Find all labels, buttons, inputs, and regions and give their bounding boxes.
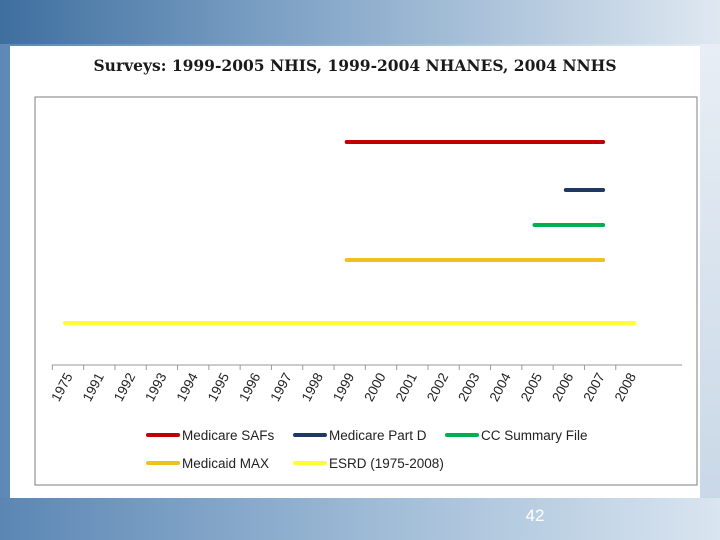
legend-label: Medicaid MAX — [182, 456, 269, 471]
legend-label: Medicare Part D — [329, 428, 427, 443]
x-tick-label: 2006 — [549, 370, 576, 404]
x-tick-label: 1997 — [267, 370, 294, 404]
x-tick-label: 2001 — [393, 370, 420, 404]
x-tick-label: 1998 — [299, 370, 326, 404]
x-tick-label: 1993 — [142, 370, 169, 404]
x-tick-label: 1995 — [205, 370, 232, 404]
x-tick-label: 1991 — [80, 370, 107, 404]
x-tick-label: 2003 — [455, 370, 482, 404]
x-tick-label: 1992 — [111, 370, 138, 404]
x-tick-label: 2002 — [424, 370, 451, 404]
legend-label: CC Summary File — [481, 428, 588, 443]
x-tick-label: 1994 — [173, 370, 201, 404]
x-tick-label: 2007 — [580, 370, 607, 404]
x-tick-label: 2008 — [612, 370, 639, 404]
x-tick-label: 1996 — [236, 370, 263, 404]
x-tick-label: 2004 — [486, 370, 514, 404]
legend-label: Medicare SAFs — [182, 428, 275, 443]
slide-top-band — [0, 0, 720, 44]
slide-number: 42 — [525, 506, 545, 525]
chart-title: Surveys: 1999-2005 NHIS, 1999-2004 NHANE… — [93, 56, 617, 75]
x-tick-label: 1999 — [330, 370, 357, 404]
slide-bottom-band — [0, 498, 720, 540]
x-tick-label: 1975 — [48, 370, 75, 404]
legend-label: ESRD (1975-2008) — [329, 456, 444, 471]
x-tick-label: 2000 — [361, 370, 388, 404]
x-tick-label: 2005 — [518, 370, 545, 404]
plot-frame — [34, 96, 698, 486]
slide-side-band — [700, 44, 720, 500]
chart-area — [10, 46, 700, 498]
